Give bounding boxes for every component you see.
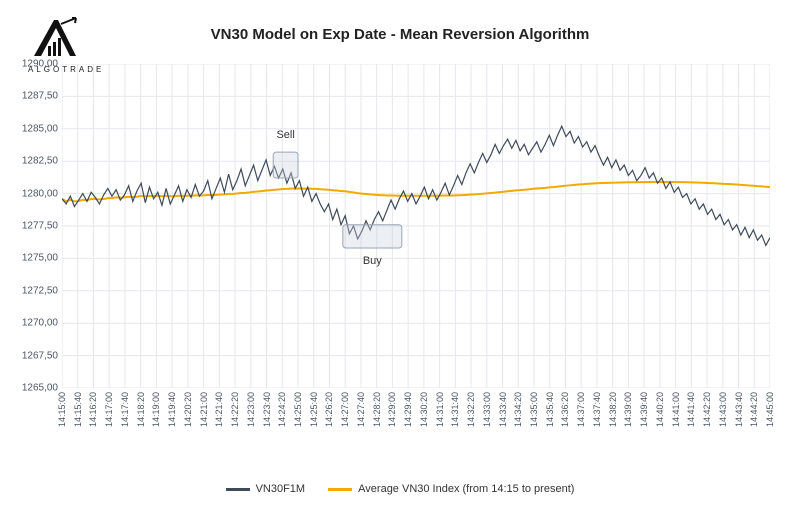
x-tick-label: 14:34:20 bbox=[513, 392, 523, 427]
x-tick-label: 14:20:20 bbox=[183, 392, 193, 427]
y-tick-label: 1272,50 bbox=[22, 285, 58, 296]
x-tick-label: 14:42:20 bbox=[702, 392, 712, 427]
y-tick-label: 1282,50 bbox=[22, 156, 58, 167]
plot-svg: Sell Buy bbox=[62, 64, 770, 388]
x-tick-label: 14:27:00 bbox=[340, 392, 350, 427]
x-tick-label: 14:37:40 bbox=[592, 392, 602, 427]
legend-swatch bbox=[328, 488, 352, 491]
x-tick-label: 14:31:00 bbox=[435, 392, 445, 427]
legend-swatch bbox=[226, 488, 250, 491]
x-tick-label: 14:28:20 bbox=[372, 392, 382, 427]
y-tick-label: 1267,50 bbox=[22, 350, 58, 361]
series-vn30f1m bbox=[62, 126, 770, 245]
annotation-label-sell: Sell bbox=[276, 129, 294, 141]
y-tick-label: 1277,50 bbox=[22, 221, 58, 232]
legend: VN30F1M Average VN30 Index (from 14:15 t… bbox=[0, 482, 800, 496]
y-tick-label: 1275,00 bbox=[22, 253, 58, 264]
x-tick-label: 14:25:00 bbox=[293, 392, 303, 427]
annotation-box-sell bbox=[273, 152, 298, 178]
legend-label: Average VN30 Index (from 14:15 to presen… bbox=[358, 483, 574, 495]
x-tick-label: 14:16:20 bbox=[88, 392, 98, 427]
annotation-label-buy: Buy bbox=[363, 255, 382, 267]
x-tick-label: 14:39:00 bbox=[623, 392, 633, 427]
x-tick-label: 14:33:00 bbox=[482, 392, 492, 427]
x-tick-label: 14:40:20 bbox=[655, 392, 665, 427]
x-tick-label: 14:23:40 bbox=[262, 392, 272, 427]
x-tick-label: 14:33:40 bbox=[498, 392, 508, 427]
y-tick-label: 1285,00 bbox=[22, 123, 58, 134]
x-tick-label: 14:15:40 bbox=[73, 392, 83, 427]
chart-title: VN30 Model on Exp Date - Mean Reversion … bbox=[0, 26, 800, 43]
x-tick-label: 14:27:40 bbox=[356, 392, 366, 427]
x-tick-label: 14:32:20 bbox=[466, 392, 476, 427]
x-tick-label: 14:17:40 bbox=[120, 392, 130, 427]
y-tick-label: 1265,00 bbox=[22, 383, 58, 394]
x-tick-label: 14:21:00 bbox=[199, 392, 209, 427]
y-tick-label: 1280,00 bbox=[22, 188, 58, 199]
x-tick-label: 14:45:00 bbox=[765, 392, 775, 427]
x-tick-label: 14:37:00 bbox=[576, 392, 586, 427]
x-tick-label: 14:43:40 bbox=[734, 392, 744, 427]
legend-item-vn30f1m: VN30F1M bbox=[226, 483, 306, 495]
x-tick-label: 14:44:20 bbox=[749, 392, 759, 427]
x-tick-label: 14:39:40 bbox=[639, 392, 649, 427]
legend-label: VN30F1M bbox=[256, 483, 306, 495]
plot-area: Sell Buy bbox=[62, 64, 770, 388]
y-tick-label: 1287,50 bbox=[22, 91, 58, 102]
legend-item-avg: Average VN30 Index (from 14:15 to presen… bbox=[328, 483, 574, 495]
x-tick-label: 14:15:00 bbox=[57, 392, 67, 427]
x-tick-label: 14:18:20 bbox=[136, 392, 146, 427]
x-tick-label: 14:17:00 bbox=[104, 392, 114, 427]
x-tick-label: 14:43:00 bbox=[718, 392, 728, 427]
x-tick-label: 14:30:20 bbox=[419, 392, 429, 427]
x-tick-label: 14:35:40 bbox=[545, 392, 555, 427]
x-tick-label: 14:25:40 bbox=[309, 392, 319, 427]
x-tick-label: 14:31:40 bbox=[450, 392, 460, 427]
annotations: Sell Buy bbox=[273, 129, 402, 267]
x-tick-label: 14:26:20 bbox=[324, 392, 334, 427]
y-tick-label: 1290,00 bbox=[22, 59, 58, 70]
x-tick-label: 14:38:20 bbox=[608, 392, 618, 427]
annotation-box-buy bbox=[343, 225, 402, 248]
x-tick-label: 14:35:00 bbox=[529, 392, 539, 427]
x-tick-label: 14:41:40 bbox=[686, 392, 696, 427]
x-tick-label: 14:22:20 bbox=[230, 392, 240, 427]
chart-canvas: ALGOTRADE VN30 Model on Exp Date - Mean … bbox=[0, 0, 800, 505]
x-tick-label: 14:24:20 bbox=[277, 392, 287, 427]
y-tick-label: 1270,00 bbox=[22, 318, 58, 329]
x-axis-ticks: 14:15:0014:15:4014:16:2014:17:0014:17:40… bbox=[62, 392, 770, 456]
x-tick-label: 14:23:00 bbox=[246, 392, 256, 427]
x-tick-label: 14:29:40 bbox=[403, 392, 413, 427]
x-tick-label: 14:41:00 bbox=[671, 392, 681, 427]
gridlines bbox=[62, 64, 770, 388]
x-tick-label: 14:29:00 bbox=[387, 392, 397, 427]
x-tick-label: 14:21:40 bbox=[214, 392, 224, 427]
x-tick-label: 14:19:40 bbox=[167, 392, 177, 427]
x-tick-label: 14:36:20 bbox=[560, 392, 570, 427]
x-tick-label: 14:19:00 bbox=[151, 392, 161, 427]
